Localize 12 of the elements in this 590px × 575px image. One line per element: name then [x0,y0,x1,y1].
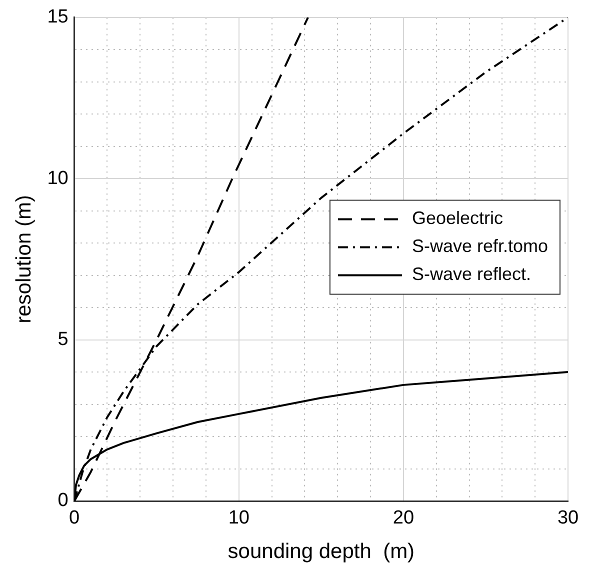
y-tick-label: 15 [47,6,68,28]
y-tick-label: 10 [47,168,68,189]
legend-label: S-wave refr.tomo [412,236,548,256]
legend-label: S-wave reflect. [412,264,531,284]
x-tick-label: 10 [228,508,250,529]
x-axis-title: sounding depth (m) [228,540,415,564]
x-tick-label: 30 [557,508,579,529]
x-tick-label: 20 [392,508,414,529]
legend-label: Geoelectric [412,208,503,228]
y-tick-label: 5 [58,329,68,350]
y-axis-title: resolution (m) [12,195,36,324]
y-tick-label: 0 [58,490,68,512]
